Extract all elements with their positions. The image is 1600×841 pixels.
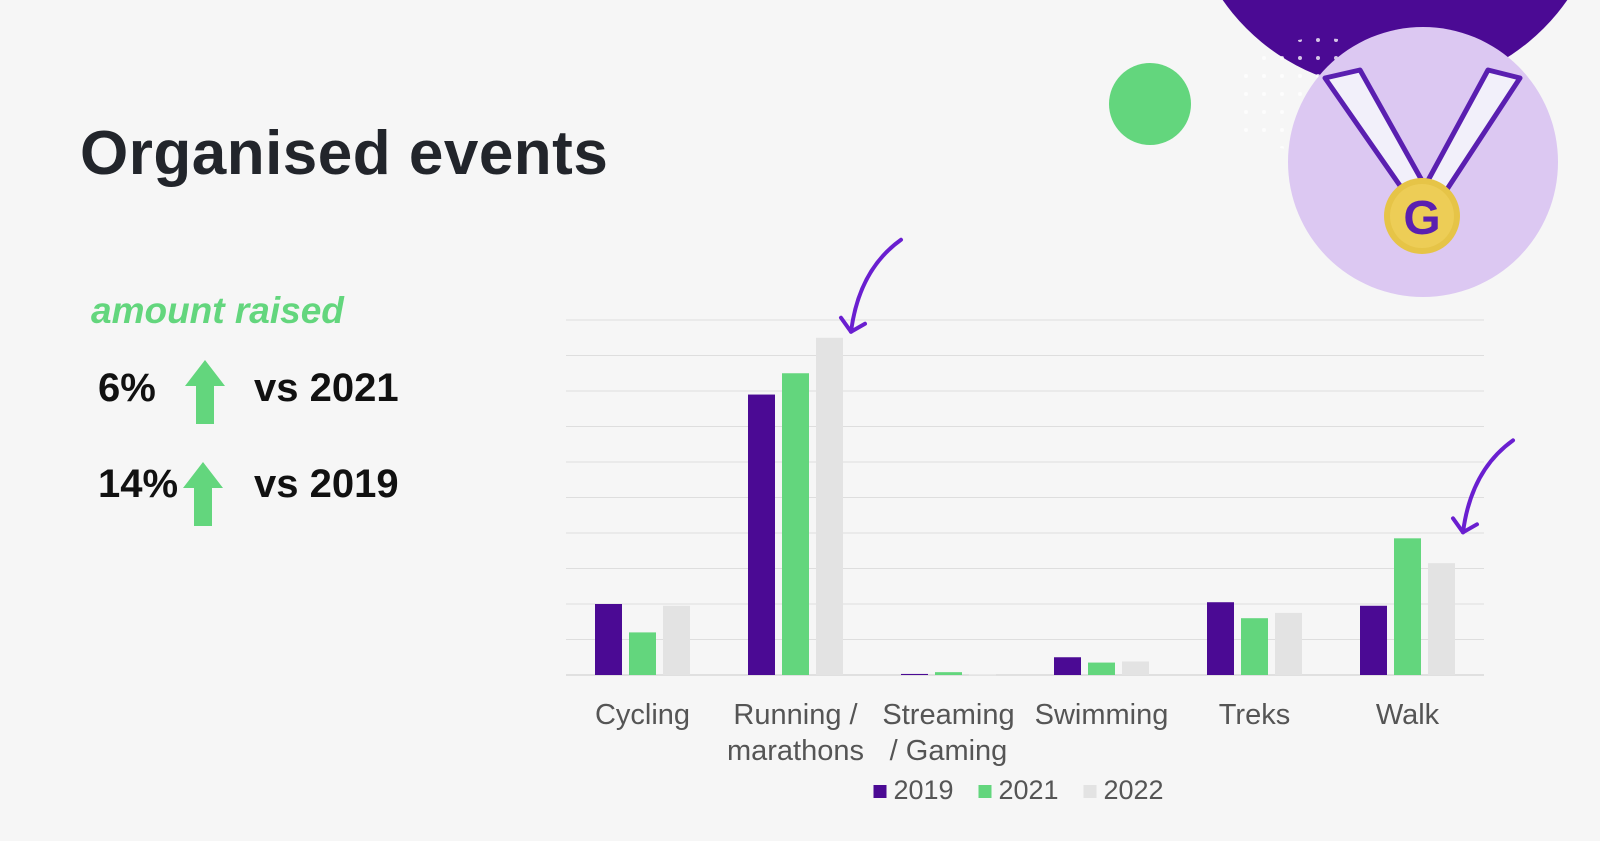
medal-letter: G [1403,192,1440,245]
x-tick-label: Walk [1376,699,1440,731]
kpi-comparison: vs 2019 [254,462,399,506]
x-tick-label: Swimming [1035,699,1169,731]
bar-2021 [1088,662,1115,675]
kpi-comparison: vs 2021 [254,366,399,410]
bar-2019 [1360,605,1387,675]
legend-label: 2022 [1104,775,1164,805]
arrow-head [839,315,867,334]
bar-2021 [629,632,656,675]
bar-2022 [1275,612,1302,675]
x-tick-label: / Gaming [890,735,1008,767]
kpi-row-vs-2021: 6% vs 2021 [98,360,428,424]
bar-2019 [748,394,775,675]
x-tick-label: Streaming [882,699,1014,731]
x-tick-label: marathons [727,735,864,767]
bar-2021 [1394,538,1421,675]
kpi-row-vs-2019: 14% vs 2019 [98,456,428,526]
arrow-stroke [1461,438,1515,535]
kpi-value: 14% [98,462,179,506]
bar-2019 [595,604,622,675]
arrow-up-icon [185,360,225,424]
curved-arrow-icon [1451,438,1515,535]
bar-2022 [1428,563,1455,675]
curved-arrow-icon [839,237,903,334]
legend-label: 2021 [999,775,1059,805]
x-tick-label: Cycling [595,699,690,731]
arrow-stroke [849,237,903,334]
deco-green-circle [1109,63,1191,145]
x-tick-label: Running / [733,699,858,731]
x-tick-label: Treks [1219,699,1290,731]
bar-2021 [935,672,962,675]
bar-2022 [969,674,996,676]
kpi-value: 6% [98,366,156,410]
legend-label: 2019 [894,775,954,805]
legend-swatch [978,785,992,798]
arrow-head [1451,516,1479,535]
deco-dot-pattern [1232,38,1345,150]
bar-2019 [1207,602,1234,675]
arrow-up-icon [183,462,223,526]
bar-2019 [1054,657,1081,675]
legend-swatch [873,785,887,798]
legend-swatch [1083,785,1097,798]
bar-2021 [1241,618,1268,675]
bar-2022 [816,337,843,675]
kpi-heading: amount raised [91,290,344,331]
bar-2019 [901,673,928,675]
bar-2022 [663,605,690,675]
page-title: Organised events [80,119,609,188]
bar-2021 [782,373,809,675]
bar-2022 [1122,661,1149,675]
medal-icon: G [1322,67,1523,254]
